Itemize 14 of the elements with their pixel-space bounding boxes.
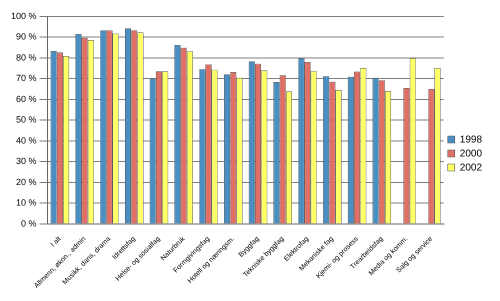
y-tick-label: 40 % bbox=[16, 135, 37, 146]
legend-label: 2000 bbox=[460, 148, 482, 160]
y-tick-label: 100 % bbox=[10, 10, 37, 21]
y-tick-label: 0 % bbox=[21, 218, 37, 228]
y-tick-label: 80 % bbox=[16, 52, 37, 62]
y-tick-label: 20 % bbox=[16, 176, 37, 187]
y-tick-label: 30 % bbox=[16, 156, 37, 166]
y-tick-label: 10 % bbox=[16, 198, 37, 208]
y-tick-label: 90 % bbox=[16, 32, 37, 42]
y-tick-label: 60 % bbox=[16, 94, 37, 104]
y-tick-label: 70 % bbox=[16, 73, 37, 84]
legend-label: 2002 bbox=[460, 162, 482, 174]
y-tick-label: 50 % bbox=[16, 114, 37, 125]
legend-label: 1998 bbox=[460, 134, 482, 146]
